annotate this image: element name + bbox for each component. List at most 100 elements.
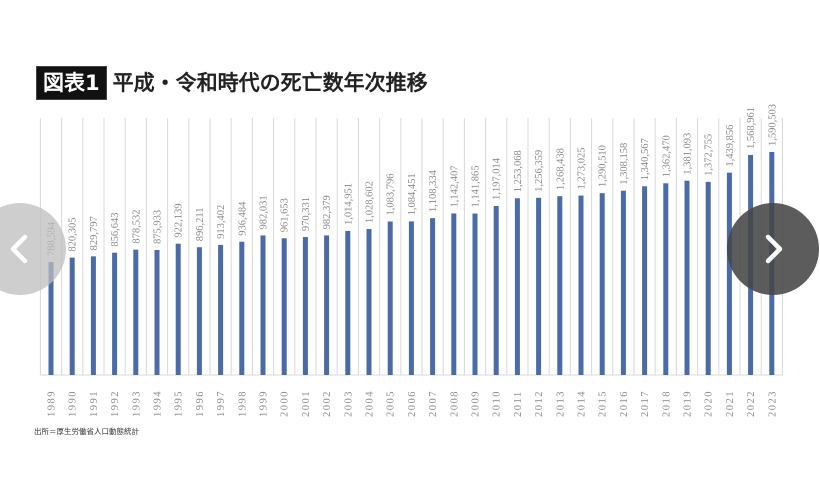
bar[interactable] — [302, 237, 308, 375]
data-label: 936,484 — [237, 201, 248, 236]
bar[interactable] — [112, 252, 118, 375]
bar[interactable] — [451, 213, 457, 375]
x-tick-label: 1993 — [131, 390, 142, 417]
data-label: 1,141,865 — [471, 166, 482, 208]
bar[interactable] — [133, 249, 139, 375]
x-tick-label: 2006 — [407, 390, 418, 417]
data-label: 829,797 — [89, 216, 100, 250]
bar[interactable] — [642, 186, 648, 375]
x-tick-label: 1996 — [195, 390, 206, 417]
x-tick-label: 2008 — [449, 390, 460, 417]
data-label: 1,362,470 — [661, 135, 672, 177]
next-slide-button[interactable] — [727, 203, 819, 295]
data-label: 1,308,158 — [619, 143, 630, 185]
data-label: 896,211 — [195, 207, 206, 241]
x-tick-label: 2001 — [301, 390, 312, 417]
x-tick-label: 1994 — [153, 390, 164, 417]
bar[interactable] — [48, 262, 54, 375]
bar[interactable] — [684, 180, 690, 375]
x-tick-label: 2012 — [534, 390, 545, 417]
x-tick-label: 2014 — [577, 390, 588, 417]
bar[interactable] — [196, 247, 202, 375]
x-tick-label: 2023 — [767, 390, 778, 417]
x-tick-label: 1992 — [110, 390, 121, 417]
data-label: 922,139 — [174, 204, 185, 238]
x-tick-label: 1999 — [259, 390, 270, 417]
data-label: 875,933 — [153, 210, 164, 244]
bar[interactable] — [536, 197, 542, 375]
x-tick-label: 2018 — [661, 390, 672, 417]
bar[interactable] — [387, 221, 393, 375]
x-tick-label: 1995 — [174, 390, 185, 417]
data-label: 1,381,093 — [683, 133, 694, 175]
x-tick-label: 1991 — [89, 390, 100, 417]
bar[interactable] — [175, 243, 181, 375]
data-label: 1,568,961 — [746, 107, 757, 149]
data-label: 1,439,856 — [725, 125, 736, 167]
x-tick-label: 2005 — [386, 390, 397, 417]
x-tick-label: 2013 — [555, 390, 566, 417]
bar[interactable] — [557, 196, 563, 375]
data-label: 1,197,014 — [492, 157, 503, 200]
x-tick-label: 2017 — [640, 390, 651, 417]
x-tick-label: 2015 — [598, 390, 609, 417]
chevron-left-icon — [10, 234, 28, 264]
x-tick-label: 2011 — [513, 390, 524, 417]
chevron-right-icon — [765, 234, 783, 264]
bar[interactable] — [663, 183, 669, 375]
chart-title-text: 平成・令和時代の死亡数年次推移 — [112, 71, 428, 95]
bar[interactable] — [260, 235, 266, 375]
data-label: 1,256,359 — [534, 150, 545, 192]
bar[interactable] — [69, 257, 75, 375]
data-label: 1,590,503 — [767, 104, 778, 146]
data-label: 961,653 — [280, 198, 291, 232]
bar[interactable] — [472, 213, 478, 375]
bar[interactable] — [239, 241, 245, 375]
source-note: 出所＝厚生労働省人口動態統計 — [34, 427, 139, 436]
bar[interactable] — [345, 230, 351, 375]
x-tick-label: 2003 — [343, 390, 354, 417]
data-label: 1,268,438 — [555, 148, 566, 190]
x-tick-label: 2004 — [365, 390, 376, 417]
x-tick-label: 2016 — [619, 390, 630, 417]
data-label: 970,331 — [301, 197, 312, 231]
bar[interactable] — [599, 193, 605, 375]
x-tick-label: 1997 — [216, 390, 227, 417]
figure-badge: 図表1 — [36, 66, 107, 100]
bar[interactable] — [408, 221, 414, 375]
bar[interactable] — [705, 181, 711, 375]
x-tick-label: 1998 — [237, 390, 248, 417]
data-label: 1,028,602 — [365, 181, 376, 223]
data-label: 982,031 — [259, 195, 270, 229]
x-tick-label: 2022 — [746, 390, 757, 417]
x-tick-label: 2007 — [428, 390, 439, 417]
bar[interactable] — [578, 195, 584, 375]
data-label: 856,643 — [110, 213, 121, 247]
x-tick-label: 2009 — [471, 390, 482, 417]
bar[interactable] — [281, 238, 287, 375]
data-label: 878,532 — [131, 210, 142, 244]
bar[interactable] — [620, 190, 626, 375]
x-tick-label: 2000 — [280, 390, 291, 417]
bar[interactable] — [90, 256, 96, 375]
x-tick-label: 2002 — [322, 390, 333, 417]
bar[interactable] — [726, 172, 732, 375]
data-label: 982,379 — [322, 195, 333, 229]
data-label: 1,290,510 — [598, 145, 609, 187]
data-label: 913,402 — [216, 205, 227, 239]
bar[interactable] — [430, 218, 436, 375]
bar[interactable] — [514, 198, 520, 375]
bar[interactable] — [493, 205, 499, 375]
bar[interactable] — [154, 250, 160, 375]
data-label: 820,305 — [68, 218, 79, 252]
bar[interactable] — [366, 229, 372, 375]
x-tick-label: 1989 — [47, 390, 58, 417]
bar[interactable] — [218, 244, 224, 375]
bar[interactable] — [324, 235, 330, 375]
x-tick-label: 2020 — [704, 390, 715, 417]
x-tick-label: 2021 — [725, 390, 736, 417]
data-label: 1,372,755 — [704, 134, 715, 176]
data-label: 1,108,334 — [428, 169, 439, 212]
data-label: 1,142,407 — [449, 165, 460, 207]
